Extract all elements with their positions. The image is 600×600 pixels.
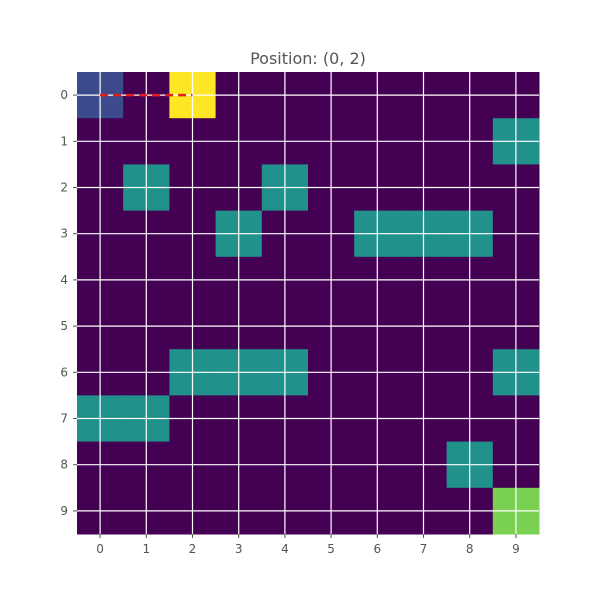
- y-tick-label: 8: [60, 458, 68, 472]
- y-tick-label: 1: [60, 134, 68, 148]
- x-tick-label: 9: [512, 542, 520, 556]
- y-tick-label: 6: [60, 365, 68, 379]
- plot-title: Position: (0, 2): [250, 49, 366, 68]
- y-axis-ticks: 0 1 2 3 4 5 6 7 8 9: [60, 88, 77, 518]
- x-tick-label: 0: [96, 542, 104, 556]
- y-tick-label: 9: [60, 504, 68, 518]
- x-tick-label: 1: [142, 542, 150, 556]
- y-tick-label: 2: [60, 181, 68, 195]
- x-tick-label: 5: [327, 542, 335, 556]
- x-tick-label: 4: [281, 542, 289, 556]
- x-axis-ticks: 0 1 2 3 4 5 6 7 8 9: [96, 534, 520, 556]
- y-tick-label: 3: [60, 227, 68, 241]
- y-tick-label: 5: [60, 319, 68, 333]
- y-tick-label: 0: [60, 88, 68, 102]
- x-tick-label: 3: [235, 542, 243, 556]
- x-tick-label: 6: [373, 542, 381, 556]
- x-tick-label: 7: [420, 542, 428, 556]
- x-tick-label: 8: [466, 542, 474, 556]
- x-tick-label: 2: [189, 542, 197, 556]
- y-tick-label: 7: [60, 412, 68, 426]
- gridlines: [77, 72, 539, 534]
- y-tick-label: 4: [60, 273, 68, 287]
